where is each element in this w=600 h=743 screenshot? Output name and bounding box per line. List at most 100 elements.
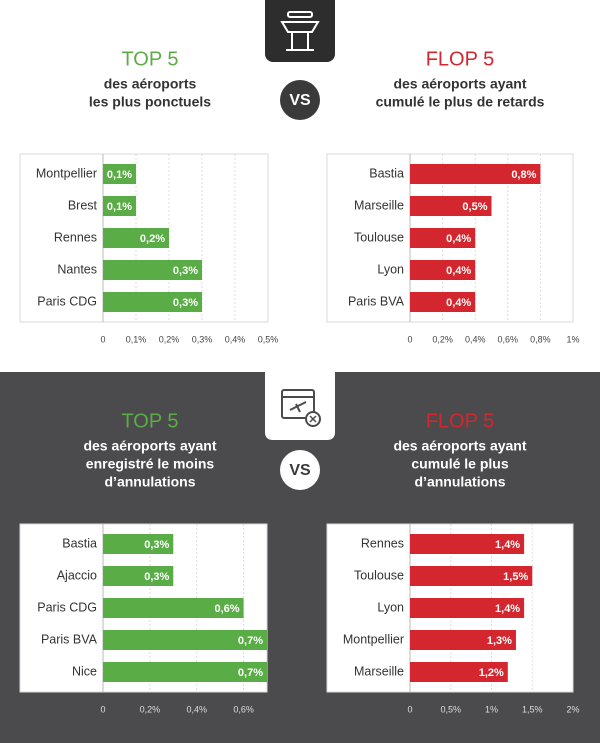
category-label: Lyon: [377, 600, 404, 614]
value-label: 0,3%: [173, 297, 198, 309]
category-label: Nice: [72, 664, 97, 678]
value-label: 0,7%: [238, 635, 263, 647]
bar: [103, 598, 244, 618]
bar: [410, 260, 476, 280]
chart-subtitle: cumulé le plus de retards: [376, 94, 545, 110]
category-label: Bastia: [62, 536, 97, 550]
x-tick-label: 0,3%: [192, 334, 213, 344]
x-tick-label: 1%: [566, 334, 579, 344]
cancel-icon: [265, 372, 335, 440]
bar: [103, 164, 136, 184]
value-label: 1,2%: [479, 667, 504, 679]
category-label: Rennes: [54, 230, 97, 244]
vs-label: VS: [289, 92, 311, 109]
value-label: 0,3%: [144, 539, 169, 551]
tower-icon: [265, 0, 335, 62]
bar: [103, 566, 174, 586]
chart-subtitle: d’annulations: [415, 474, 506, 490]
value-label: 0,3%: [144, 571, 169, 583]
bar: [410, 534, 525, 554]
bar: [103, 534, 174, 554]
category-label: Brest: [68, 198, 98, 212]
chart-subtitle: les plus ponctuels: [89, 94, 211, 110]
bar: [103, 228, 169, 248]
category-label: Paris BVA: [348, 294, 405, 308]
bar: [103, 630, 267, 650]
x-tick-label: 0,5%: [258, 334, 279, 344]
x-tick-label: 0: [407, 704, 412, 714]
x-tick-label: 0: [100, 334, 105, 344]
vs-label: VS: [289, 462, 311, 479]
x-tick-label: 1,5%: [522, 704, 543, 714]
category-label: Marseille: [354, 664, 404, 678]
category-label: Ajaccio: [57, 568, 97, 582]
chart-subtitle: des aéroports: [104, 76, 197, 92]
x-tick-label: 0,2%: [432, 334, 453, 344]
value-label: 0,4%: [446, 297, 471, 309]
value-label: 0,8%: [511, 169, 536, 181]
category-label: Toulouse: [354, 568, 404, 582]
x-tick-label: 0,8%: [530, 334, 551, 344]
chart-subtitle: cumulé le plus: [411, 456, 508, 472]
chart-subtitle: des aéroports ayant: [393, 438, 526, 454]
value-label: 0,1%: [107, 169, 132, 181]
value-label: 0,4%: [446, 233, 471, 245]
chart-subtitle: des aéroports ayant: [393, 76, 526, 92]
bar: [410, 292, 476, 312]
category-label: Bastia: [369, 166, 404, 180]
value-label: 0,6%: [214, 603, 239, 615]
bar: [410, 598, 525, 618]
category-label: Paris BVA: [41, 632, 98, 646]
chart-subtitle: d’annulations: [105, 474, 196, 490]
bar: [103, 662, 267, 682]
chart-title: TOP 5: [121, 410, 178, 432]
bar: [103, 196, 136, 216]
bar: [410, 662, 508, 682]
chart-title: FLOP 5: [426, 48, 495, 70]
category-label: Nantes: [57, 262, 97, 276]
vs-badge: [280, 450, 320, 490]
category-label: Paris CDG: [37, 294, 97, 308]
x-tick-label: 0,5%: [440, 704, 461, 714]
chart-title: FLOP 5: [426, 410, 495, 432]
value-label: 1,4%: [495, 539, 520, 551]
category-label: Montpellier: [343, 632, 404, 646]
vs-badge: [280, 80, 320, 120]
value-label: 0,5%: [462, 201, 487, 213]
x-tick-label: 0,4%: [465, 334, 486, 344]
category-label: Montpellier: [36, 166, 97, 180]
x-tick-label: 0: [407, 334, 412, 344]
bar: [410, 228, 476, 248]
x-tick-label: 0: [100, 704, 105, 714]
x-tick-label: 0,6%: [233, 704, 254, 714]
x-tick-label: 2%: [566, 704, 579, 714]
category-label: Toulouse: [354, 230, 404, 244]
value-label: 1,5%: [503, 571, 528, 583]
value-label: 0,4%: [446, 265, 471, 277]
value-label: 0,1%: [107, 201, 132, 213]
chart-subtitle: des aéroports ayant: [83, 438, 216, 454]
chart-title: TOP 5: [121, 48, 178, 70]
value-label: 1,4%: [495, 603, 520, 615]
bar: [410, 164, 541, 184]
x-tick-label: 0,1%: [126, 334, 147, 344]
category-label: Lyon: [377, 262, 404, 276]
bar: [410, 196, 492, 216]
value-label: 0,2%: [140, 233, 165, 245]
x-tick-label: 0,2%: [140, 704, 161, 714]
x-tick-label: 0,6%: [498, 334, 519, 344]
x-tick-label: 0,2%: [159, 334, 180, 344]
bar: [410, 630, 516, 650]
category-label: Paris CDG: [37, 600, 97, 614]
value-label: 1,3%: [487, 635, 512, 647]
x-tick-label: 1%: [485, 704, 498, 714]
x-tick-label: 0,4%: [225, 334, 246, 344]
x-tick-label: 0,4%: [186, 704, 207, 714]
chart-subtitle: enregistré le moins: [86, 456, 215, 472]
bar: [103, 260, 202, 280]
value-label: 0,3%: [173, 265, 198, 277]
category-label: Rennes: [361, 536, 404, 550]
bar: [103, 292, 202, 312]
